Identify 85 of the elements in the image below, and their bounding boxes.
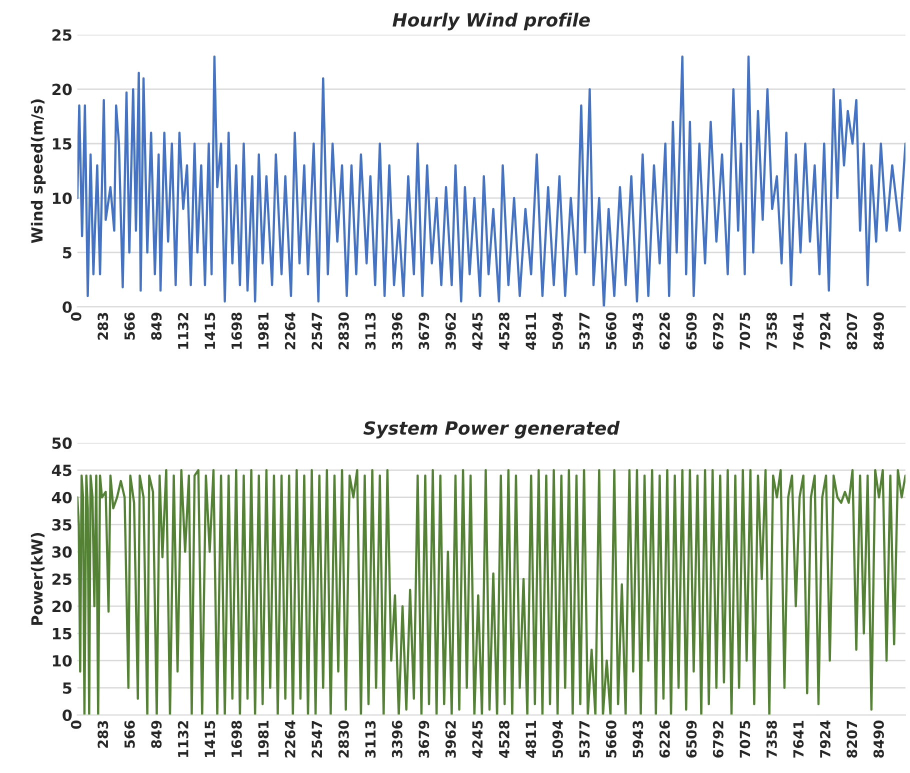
x-tick-label: 0 — [70, 312, 82, 321]
x-tick-label: 6792 — [712, 721, 724, 758]
y-tick-label: 15 — [52, 628, 72, 640]
x-tick-label: 5943 — [632, 720, 644, 758]
x-tick-label: 5094 — [552, 720, 563, 758]
x-tick-label: 4528 — [498, 720, 510, 758]
y-tick-label: 20 — [52, 84, 72, 96]
x-tick-label: 4811 — [526, 720, 536, 758]
x-tick-label: 1415 — [204, 720, 216, 757]
y-tick-label: 50 — [52, 437, 72, 449]
x-tick-label: 8490 — [873, 312, 884, 350]
x-tick-label: 1981 — [258, 720, 269, 757]
x-tick-label: 7641 — [793, 720, 804, 758]
x-tick-label: 849 — [151, 720, 162, 748]
x-tick-label: 2830 — [338, 312, 349, 350]
x-tick-label: 8207 — [846, 720, 858, 758]
y-tick-label: 10 — [52, 655, 72, 667]
y-tick-label: 15 — [52, 138, 72, 150]
x-tick-label: 2830 — [338, 720, 349, 758]
x-tick-label: 7075 — [740, 312, 750, 350]
x-tick-label: 4245 — [472, 312, 483, 350]
x-tick-label: 0 — [70, 720, 82, 729]
x-tick-label: 1981 — [258, 312, 269, 349]
y-tick-label: 25 — [52, 29, 72, 41]
y-tick-label: 5 — [63, 247, 72, 258]
x-tick-label: 849 — [151, 312, 162, 340]
x-tick-label: 5377 — [579, 720, 590, 758]
x-tick-label: 2264 — [284, 720, 296, 758]
line-series — [77, 55, 906, 307]
x-tick-label: 3962 — [445, 721, 456, 758]
y-tick-label: 35 — [52, 519, 72, 531]
x-tick-label: 1698 — [231, 312, 242, 349]
y-axis-title: Power(kW) — [30, 532, 45, 625]
x-tick-label: 7075 — [740, 720, 750, 758]
x-tick-label: 3113 — [365, 312, 376, 350]
x-tick-label: 3396 — [392, 720, 402, 758]
y-tick-label: 20 — [52, 600, 72, 612]
x-tick-label: 8490 — [873, 720, 884, 758]
x-tick-label: 3679 — [418, 312, 430, 350]
y-tick-label: 5 — [63, 682, 72, 694]
x-tick-label: 1132 — [178, 721, 188, 757]
x-tick-label: 5943 — [632, 312, 644, 350]
x-tick-label: 3396 — [392, 312, 402, 350]
x-tick-label: 2264 — [284, 312, 296, 350]
x-tick-label: 1415 — [204, 312, 216, 349]
y-tick-label: 0 — [62, 301, 72, 313]
y-tick-label: 10 — [52, 192, 72, 204]
x-tick-label: 6509 — [686, 720, 697, 758]
x-tick-label: 3679 — [418, 720, 430, 758]
y-tick-label: 0 — [62, 709, 72, 722]
chart-title: System Power generated — [363, 420, 620, 438]
x-tick-label: 2547 — [312, 720, 322, 758]
x-tick-label: 1132 — [178, 312, 188, 349]
y-tick-label: 45 — [52, 464, 72, 476]
x-tick-label: 4811 — [526, 312, 536, 350]
y-tick-label: 25 — [52, 573, 72, 585]
y-axis-title: Wind speed(m/s) — [30, 99, 46, 244]
x-tick-label: 566 — [124, 312, 135, 340]
x-tick-label: 283 — [98, 312, 108, 340]
x-tick-label: 4245 — [472, 720, 483, 758]
x-tick-label: 6792 — [712, 312, 724, 350]
x-tick-label: 3962 — [445, 312, 456, 350]
x-tick-label: 5660 — [606, 720, 616, 758]
chart-title: Hourly Wind profile — [392, 12, 590, 30]
x-tick-label: 7358 — [766, 312, 777, 350]
x-tick-label: 6226 — [659, 720, 670, 758]
x-tick-label: 7924 — [820, 720, 830, 758]
y-tick-label: 30 — [52, 546, 72, 558]
x-tick-label: 2547 — [312, 312, 322, 350]
x-tick-label: 1698 — [231, 720, 242, 757]
x-tick-label: 6509 — [686, 312, 697, 350]
y-tick-label: 40 — [52, 492, 72, 504]
x-tick-label: 566 — [124, 720, 135, 748]
line-series — [77, 469, 906, 716]
x-tick-label: 6226 — [659, 312, 670, 350]
x-tick-label: 7924 — [820, 312, 830, 350]
x-tick-label: 3113 — [365, 720, 376, 758]
x-tick-label: 5377 — [579, 312, 590, 350]
x-tick-label: 5660 — [606, 312, 616, 350]
x-tick-label: 8207 — [846, 312, 858, 350]
x-tick-label: 4528 — [498, 312, 510, 350]
x-tick-label: 7641 — [793, 312, 804, 350]
x-tick-label: 7358 — [766, 720, 777, 758]
x-tick-label: 5094 — [552, 312, 563, 350]
x-tick-label: 283 — [98, 720, 108, 748]
